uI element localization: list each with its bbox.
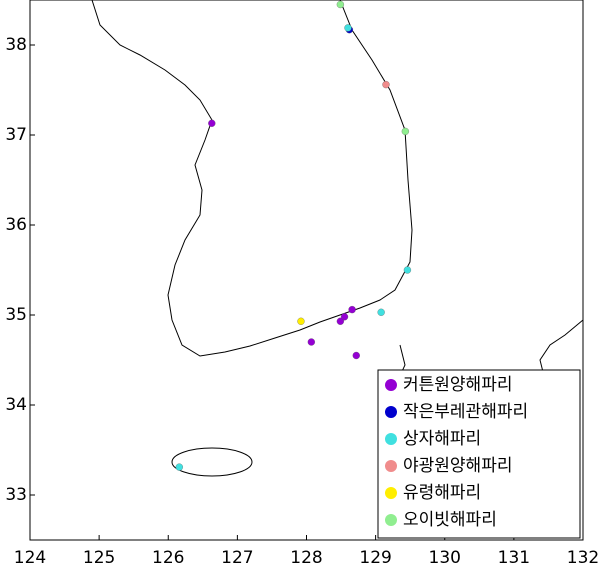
y-tick-label: 35 [5, 305, 27, 325]
data-point [307, 338, 315, 346]
legend-label: 상자해파리 [403, 429, 481, 449]
x-tick-label: 124 [14, 548, 46, 568]
legend-marker [385, 487, 397, 499]
x-tick-label: 125 [83, 548, 115, 568]
legend-marker [385, 433, 397, 445]
legend-label: 야광원양해파리 [403, 456, 512, 476]
data-point [403, 266, 412, 274]
legend-marker [385, 406, 397, 418]
legend-label: 오이빗해파리 [403, 510, 497, 530]
y-tick-label: 34 [5, 395, 27, 415]
x-tick-label: 128 [290, 548, 322, 568]
x-tick-label: 129 [359, 548, 391, 568]
legend-label: 유령해파리 [403, 483, 481, 503]
legend-label: 작은부레관해파리 [403, 402, 528, 422]
data-point [382, 80, 390, 89]
legend-label: 커튼원양해파리 [403, 375, 512, 395]
data-point [352, 351, 360, 360]
data-point [340, 313, 349, 321]
data-point [344, 24, 352, 32]
x-tick-label: 126 [152, 548, 184, 568]
x-tick-label: 131 [498, 548, 530, 568]
data-point [401, 127, 409, 136]
y-tick-label: 33 [5, 485, 27, 505]
data-point [348, 305, 356, 314]
y-tick-label: 36 [5, 215, 27, 235]
legend-marker [385, 460, 397, 472]
data-point [175, 463, 183, 471]
y-tick-label: 37 [5, 125, 27, 145]
y-tick-label: 38 [5, 35, 27, 55]
data-point [377, 308, 385, 316]
x-tick-label: 130 [429, 548, 461, 568]
legend-box [377, 369, 581, 539]
legend-marker [385, 379, 397, 391]
legend-marker [385, 514, 397, 526]
x-tick-label: 127 [221, 548, 253, 568]
coastline [91, 0, 584, 477]
data-point [208, 119, 216, 127]
x-tick-label: 132 [567, 548, 599, 568]
data-point [336, 0, 345, 9]
data-point [297, 317, 305, 325]
